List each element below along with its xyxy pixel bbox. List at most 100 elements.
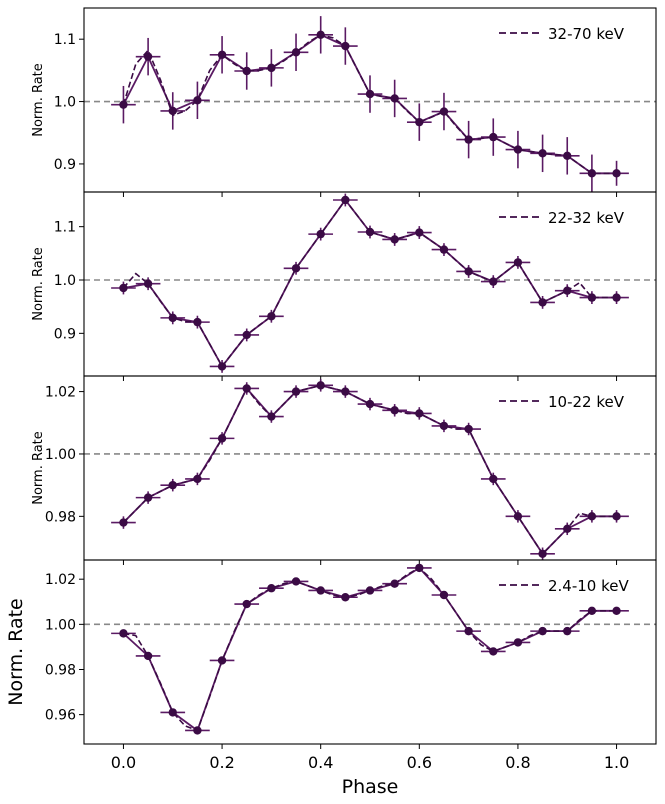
data-point [439, 245, 449, 254]
data-point [217, 50, 227, 59]
data-point [464, 626, 473, 636]
data-point [316, 586, 325, 595]
data-point [464, 267, 473, 276]
y-tick-label: 1.1 [54, 220, 76, 236]
data-point [341, 195, 350, 205]
data-point [415, 563, 424, 573]
legend-label: 32-70 keV [548, 25, 625, 43]
x-tick-label: 1.0 [604, 753, 629, 772]
data-point [439, 107, 449, 116]
data-point [365, 399, 375, 409]
y-tick-label: 1.02 [45, 572, 76, 588]
panel-frame [83, 559, 657, 745]
data-point [341, 593, 350, 602]
data-point [316, 229, 325, 239]
data-point [587, 512, 597, 521]
data-point [390, 235, 399, 244]
data-point [143, 493, 153, 502]
data-point [143, 279, 153, 288]
data-point [365, 586, 375, 595]
data-point [563, 151, 572, 161]
data-point [489, 277, 498, 286]
data-point [291, 48, 301, 57]
data-line [123, 198, 617, 369]
data-point [489, 132, 498, 142]
x-tick-label: 0.8 [505, 753, 530, 772]
data-point [612, 512, 621, 521]
data-point [242, 66, 251, 76]
data-point [119, 629, 128, 638]
data-point [587, 293, 597, 302]
data-point [563, 286, 572, 295]
data-point [168, 708, 177, 717]
data-point [365, 227, 375, 237]
data-point [143, 52, 153, 61]
data-point [267, 312, 276, 321]
x-tick-label: 0.0 [111, 753, 136, 772]
data-point [563, 626, 572, 636]
data-point [513, 258, 523, 267]
data-point [341, 41, 350, 51]
data-point [538, 149, 547, 158]
data-point [316, 381, 325, 390]
data-point [587, 169, 597, 178]
data-point [612, 169, 621, 178]
data-point [489, 647, 498, 656]
data-point [291, 264, 301, 273]
y-axis-label: Norm. Rate [31, 431, 46, 505]
data-point [612, 606, 621, 615]
data-point [538, 626, 547, 636]
data-point [168, 106, 177, 116]
y-tick-label: 1.0 [54, 273, 76, 289]
data-point [168, 480, 177, 490]
data-point [439, 421, 449, 431]
data-point [587, 606, 597, 615]
data-point [291, 387, 301, 396]
data-point [193, 96, 202, 105]
x-tick-label: 0.2 [209, 753, 234, 772]
data-point [168, 313, 177, 323]
data-point [563, 524, 572, 534]
data-point [464, 135, 473, 144]
y-tick-label: 0.98 [45, 662, 76, 678]
data-point [267, 63, 276, 73]
data-point [365, 89, 375, 99]
data-point [439, 590, 449, 600]
data-point [612, 293, 621, 302]
y-tick-label: 1.00 [45, 617, 76, 633]
data-point [538, 298, 547, 307]
data-point [242, 330, 251, 340]
x-tick-label: 0.6 [407, 753, 432, 772]
data-point [242, 384, 251, 393]
data-point [217, 434, 227, 443]
y-tick-label: 1.1 [54, 32, 76, 48]
data-line [122, 384, 617, 556]
data-point [267, 412, 276, 421]
data-point [217, 362, 227, 371]
data-point [341, 387, 350, 396]
data-point [513, 512, 523, 521]
data-point [390, 94, 399, 103]
data-point [217, 656, 227, 665]
data-point [193, 474, 202, 484]
y-axis-label: Norm. Rate [31, 247, 46, 321]
y-tick-label: 0.9 [54, 326, 76, 342]
data-point [513, 638, 523, 647]
data-point [119, 283, 128, 293]
data-point [119, 518, 128, 527]
data-point [267, 584, 276, 593]
x-tick-label: 0.4 [308, 753, 333, 772]
data-point [464, 424, 473, 434]
data-point [143, 651, 153, 661]
y-tick-label: 0.9 [54, 157, 76, 173]
data-point [316, 30, 325, 40]
y-axis-label: Norm. Rate [5, 598, 27, 705]
model-line [122, 198, 617, 368]
x-axis-label: Phase [342, 776, 399, 798]
y-tick-label: 1.0 [54, 95, 76, 111]
data-point [193, 726, 202, 735]
data-point [415, 409, 424, 418]
data-point [390, 406, 399, 415]
data-point [193, 317, 202, 327]
y-axis-label: Norm. Rate [31, 63, 46, 137]
